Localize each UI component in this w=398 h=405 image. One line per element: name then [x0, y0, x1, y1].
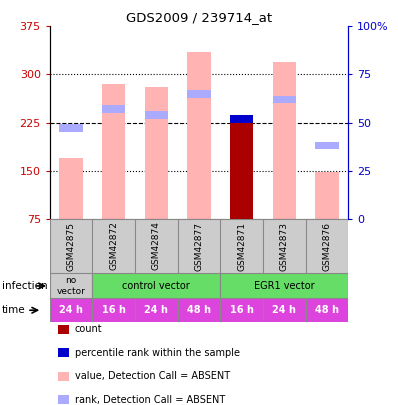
Text: percentile rank within the sample: percentile rank within the sample [75, 348, 240, 358]
Bar [144, 87, 168, 219]
Text: time: time [2, 305, 25, 315]
FancyBboxPatch shape [220, 273, 348, 298]
Text: count: count [75, 324, 102, 334]
Text: 24 h: 24 h [144, 305, 168, 315]
Text: 24 h: 24 h [59, 305, 83, 315]
Bar [230, 116, 254, 219]
Bar [102, 105, 125, 113]
Text: GDS2009 / 239714_at: GDS2009 / 239714_at [126, 11, 272, 24]
Bar [230, 115, 254, 122]
Bar [102, 84, 125, 219]
Text: no
vector: no vector [57, 276, 86, 296]
FancyBboxPatch shape [92, 273, 220, 298]
Text: GSM42877: GSM42877 [195, 222, 203, 271]
Bar [273, 96, 296, 103]
Bar [59, 158, 83, 219]
Bar [315, 172, 339, 219]
Text: value, Detection Call = ABSENT: value, Detection Call = ABSENT [75, 371, 230, 381]
Bar [187, 52, 211, 219]
Bar [273, 62, 296, 219]
Text: GSM42874: GSM42874 [152, 222, 161, 271]
Text: 24 h: 24 h [272, 305, 296, 315]
FancyBboxPatch shape [220, 298, 263, 322]
FancyBboxPatch shape [306, 298, 348, 322]
Text: infection: infection [2, 281, 48, 291]
Text: GSM42871: GSM42871 [237, 222, 246, 271]
Text: GSM42875: GSM42875 [66, 222, 76, 271]
Text: GSM42876: GSM42876 [322, 222, 332, 271]
Bar [315, 142, 339, 149]
Text: 16 h: 16 h [102, 305, 126, 315]
Text: GSM42872: GSM42872 [109, 222, 118, 271]
FancyBboxPatch shape [178, 298, 220, 322]
Bar [144, 111, 168, 119]
FancyBboxPatch shape [135, 298, 178, 322]
Text: GSM42873: GSM42873 [280, 222, 289, 271]
Bar [59, 124, 83, 132]
Text: 48 h: 48 h [315, 305, 339, 315]
Text: rank, Detection Call = ABSENT: rank, Detection Call = ABSENT [75, 395, 225, 405]
FancyBboxPatch shape [50, 273, 92, 298]
Text: EGR1 vector: EGR1 vector [254, 281, 314, 291]
Bar [187, 90, 211, 98]
FancyBboxPatch shape [92, 298, 135, 322]
Text: control vector: control vector [123, 281, 190, 291]
FancyBboxPatch shape [50, 298, 92, 322]
Text: 48 h: 48 h [187, 305, 211, 315]
FancyBboxPatch shape [263, 298, 306, 322]
Text: 16 h: 16 h [230, 305, 254, 315]
